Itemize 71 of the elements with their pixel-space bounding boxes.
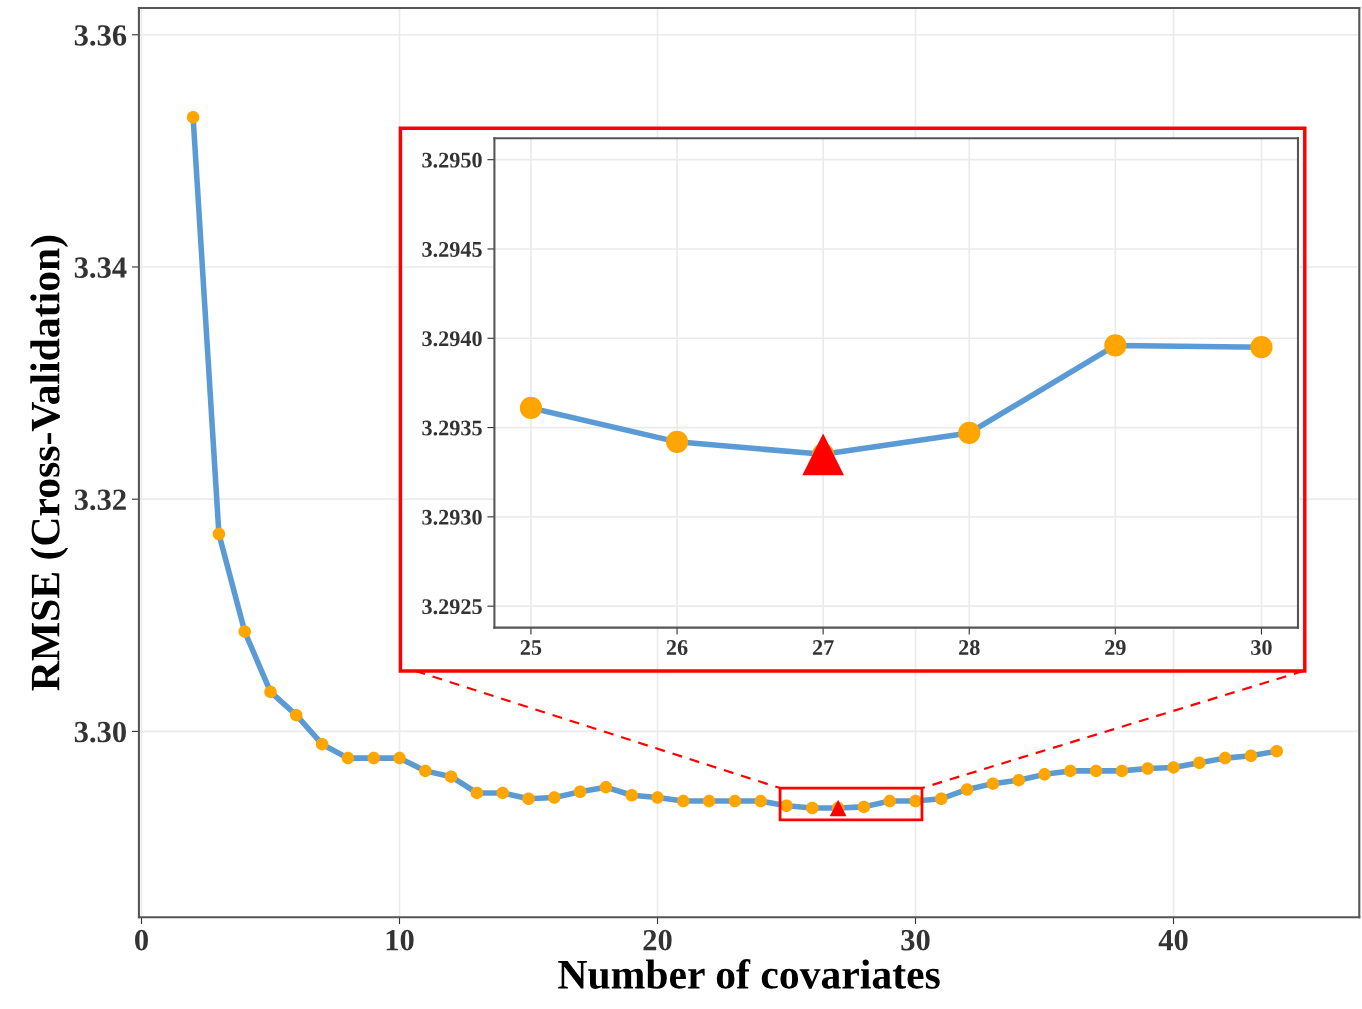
point xyxy=(806,801,819,815)
point xyxy=(802,433,844,476)
point xyxy=(1270,744,1283,758)
point xyxy=(444,770,458,783)
point xyxy=(1064,764,1077,778)
y-axis-title: RMSE (Cross-Validation) xyxy=(30,235,69,691)
x-tick-label: 26 xyxy=(666,640,688,656)
y-tick-label: 3.2950 xyxy=(422,152,482,168)
point xyxy=(958,421,981,445)
point xyxy=(665,430,689,453)
y-tick-label: 3.2935 xyxy=(422,420,482,436)
x-tick-label: 10 xyxy=(386,929,414,951)
y-tick-label: 3.30 xyxy=(74,721,126,743)
point xyxy=(470,786,484,800)
point xyxy=(625,789,638,802)
point xyxy=(754,794,767,808)
y-tick-label: 3.2940 xyxy=(422,331,482,347)
point xyxy=(1115,764,1129,778)
x-axis-title: Number of covariates xyxy=(558,959,940,989)
point xyxy=(986,777,1000,790)
point xyxy=(496,786,509,800)
point xyxy=(935,792,948,805)
point xyxy=(1244,749,1258,763)
point xyxy=(651,791,664,804)
point xyxy=(1104,334,1127,357)
point xyxy=(393,751,406,765)
point xyxy=(909,794,922,808)
y-tick-label: 3.2925 xyxy=(422,599,482,615)
y-tick-label: 3.32 xyxy=(74,489,126,511)
point xyxy=(1089,764,1103,778)
y-tick-label: 3.36 xyxy=(74,25,127,46)
point xyxy=(1141,762,1154,775)
point xyxy=(186,110,200,124)
point xyxy=(677,794,690,808)
point xyxy=(522,792,535,805)
point xyxy=(519,396,543,420)
x-tick-label: 27 xyxy=(812,640,834,655)
point xyxy=(1250,336,1273,359)
point xyxy=(857,800,871,814)
point xyxy=(702,794,716,808)
point xyxy=(960,783,974,796)
y-tick-label: 3.2930 xyxy=(422,509,482,525)
x-tick-label: 25 xyxy=(520,640,542,656)
point xyxy=(341,751,355,765)
point xyxy=(780,799,793,812)
point xyxy=(573,785,587,799)
x-tick-label: 0 xyxy=(135,929,148,951)
y-tick-label: 3.2945 xyxy=(422,241,482,257)
point xyxy=(728,794,742,808)
point xyxy=(1038,768,1051,781)
point xyxy=(212,527,226,541)
point xyxy=(419,764,432,778)
x-tick-label: 30 xyxy=(1251,640,1272,656)
point xyxy=(264,685,277,699)
x-tick-label: 40 xyxy=(1158,929,1188,951)
point xyxy=(238,625,251,638)
x-tick-label: 30 xyxy=(901,929,930,951)
point xyxy=(1193,756,1206,770)
point xyxy=(315,737,329,751)
point xyxy=(883,794,896,808)
point xyxy=(367,751,380,765)
y-tick-label: 3.34 xyxy=(74,257,127,279)
x-tick-label: 28 xyxy=(959,640,980,656)
point xyxy=(1218,751,1232,765)
point xyxy=(548,791,561,804)
point xyxy=(1167,761,1180,774)
point xyxy=(290,708,303,722)
point xyxy=(1012,773,1025,787)
x-tick-label: 20 xyxy=(643,929,672,951)
x-tick-label: 29 xyxy=(1105,640,1126,656)
point xyxy=(599,780,613,794)
